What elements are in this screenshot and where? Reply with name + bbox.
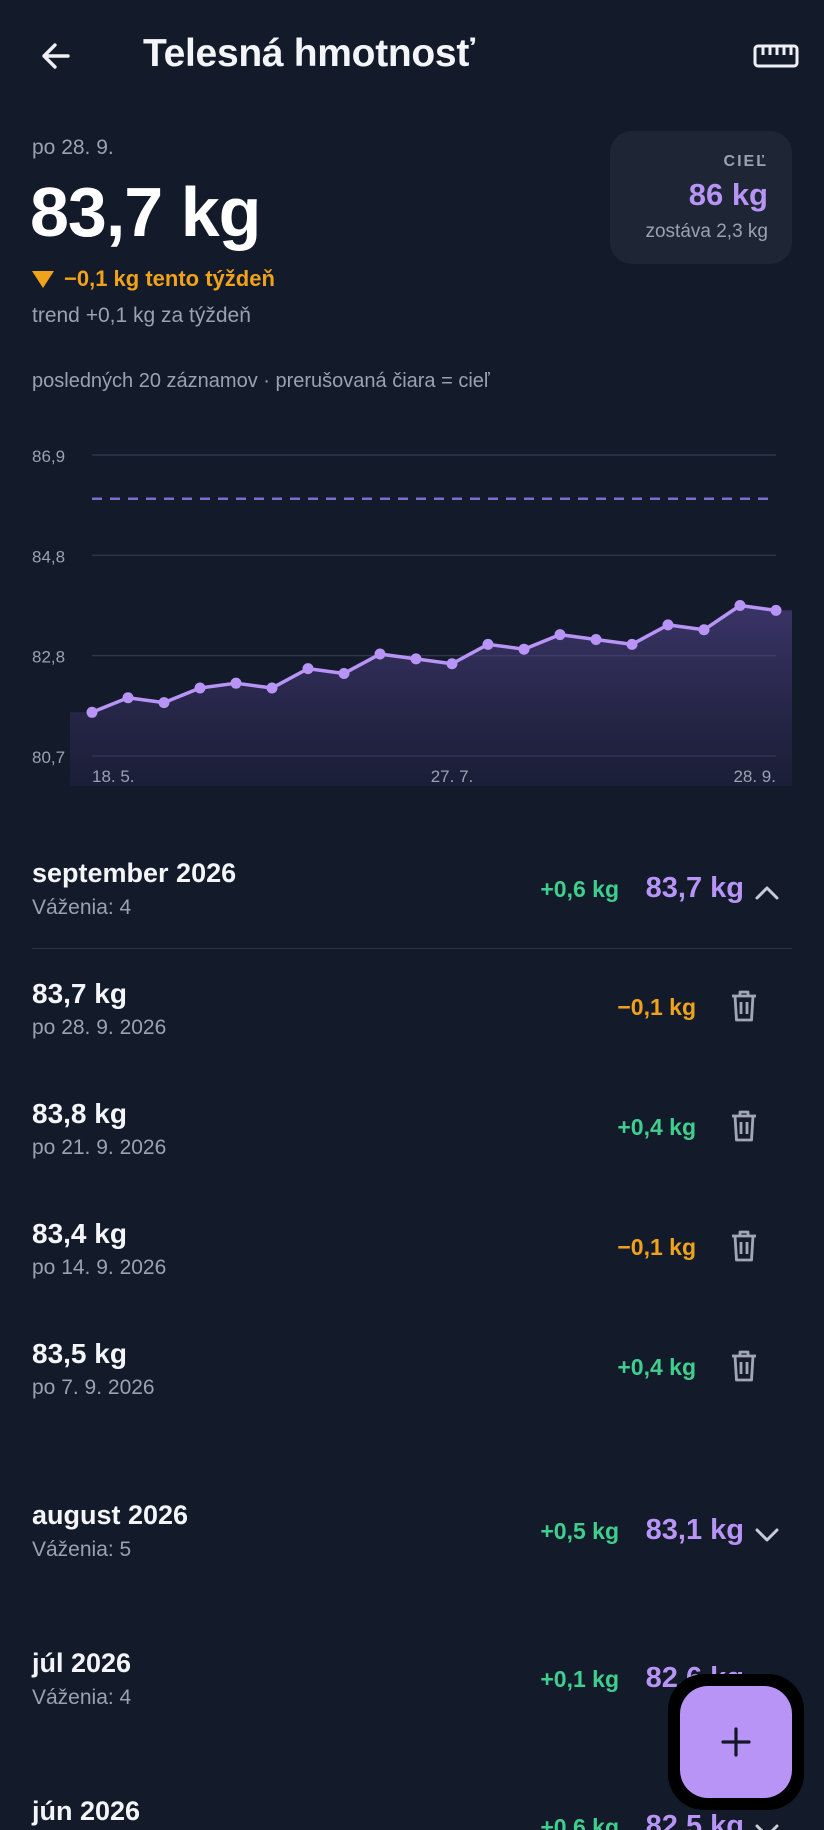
weekly-change: −0,1 kg tento týždeň [32, 266, 275, 292]
entry-delta: +0,4 kg [617, 1354, 696, 1380]
weight-entry[interactable]: 83,5 kg po 7. 9. 2026 +0,4 kg [0, 1338, 824, 1438]
units-button[interactable] [744, 32, 808, 80]
y-tick-label: 84,8 [32, 547, 65, 566]
entry-delta: −0,1 kg [617, 994, 696, 1020]
month-title: jún 2026 [32, 1796, 141, 1826]
ruler-icon [753, 44, 799, 68]
month-title: júl 2026 [32, 1648, 132, 1678]
entry-date: po 21. 9. 2026 [32, 1136, 167, 1159]
current-weight: 83,7 kg [30, 173, 261, 251]
app-bar: Telesná hmotnosť [0, 0, 824, 112]
chart-caption: posledných 20 záznamov · prerušovaná čia… [32, 370, 490, 392]
data-point [158, 697, 170, 709]
month-header-june[interactable]: jún 2026 +0,6 kg 82,5 kg [0, 1796, 824, 1830]
weight-entry[interactable]: 83,4 kg po 14. 9. 2026 −0,1 kg [0, 1218, 824, 1318]
month-count: Váženia: 4 [32, 896, 132, 919]
goal-label: CIEĽ [723, 153, 768, 170]
data-point [230, 677, 242, 689]
chevron-down-icon[interactable] [752, 1520, 782, 1550]
data-point [122, 692, 134, 704]
data-point [698, 624, 710, 636]
back-button[interactable] [30, 30, 82, 82]
x-tick-label: 27. 7. [431, 767, 474, 786]
month-average: 83,7 kg [645, 872, 744, 904]
page-title: Telesná hmotnosť [143, 32, 475, 75]
chart-area-fill [70, 605, 792, 786]
chevron-down-icon[interactable] [752, 1816, 782, 1830]
data-point [338, 667, 350, 679]
month-average: 83,1 kg [645, 1514, 744, 1546]
plus-icon [721, 1727, 751, 1757]
entry-date: po 14. 9. 2026 [32, 1256, 167, 1279]
goal-card[interactable]: CIEĽ 86 kg zostáva 2,3 kg [610, 131, 792, 264]
month-change: +0,1 kg [540, 1666, 619, 1692]
data-point [302, 663, 314, 675]
month-count: Váženia: 4 [32, 1686, 132, 1709]
x-tick-label: 28. 9. [733, 767, 776, 786]
trash-icon[interactable] [728, 988, 760, 1024]
trash-icon[interactable] [728, 1228, 760, 1264]
data-point [662, 619, 674, 631]
weight-chart: 86,9 84,8 82,8 80,7 18. 5. 27. 7. 28. 9. [32, 447, 792, 786]
weight-entry[interactable]: 83,8 kg po 21. 9. 2026 +0,4 kg [0, 1098, 824, 1198]
trend-text: trend +0,1 kg za týždeň [32, 304, 251, 327]
x-tick-label: 18. 5. [92, 767, 135, 786]
data-point [626, 638, 638, 650]
data-point [734, 600, 746, 611]
data-point [446, 658, 458, 670]
month-change: +0,6 kg [540, 876, 619, 902]
y-tick-label: 86,9 [32, 447, 65, 466]
entry-weight: 83,5 kg [32, 1338, 127, 1369]
y-tick-label: 80,7 [32, 748, 65, 767]
arrow-left-icon [42, 43, 70, 69]
month-title: september 2026 [32, 858, 237, 888]
weekly-change-text: −0,1 kg tento týždeň [64, 266, 275, 291]
trash-icon[interactable] [728, 1108, 760, 1144]
month-change: +0,6 kg [540, 1814, 619, 1830]
triangle-down-icon [32, 270, 54, 288]
goal-value: 86 kg [688, 177, 768, 212]
data-point [518, 643, 530, 655]
chevron-up-icon[interactable] [752, 878, 782, 908]
y-tick-label: 82,8 [32, 648, 65, 667]
data-point [770, 604, 782, 616]
data-point [86, 706, 98, 718]
entry-weight: 83,7 kg [32, 978, 127, 1009]
month-header-august[interactable]: august 2026 Váženia: 5 +0,5 kg 83,1 kg [0, 1500, 824, 1580]
data-point [482, 638, 494, 650]
data-point [194, 682, 206, 694]
entry-weight: 83,8 kg [32, 1098, 127, 1129]
data-point [554, 629, 566, 641]
month-header-september[interactable]: september 2026 Váženia: 4 +0,6 kg 83,7 k… [0, 858, 824, 938]
data-point [374, 648, 386, 660]
month-change: +0,5 kg [540, 1518, 619, 1544]
entry-weight: 83,4 kg [32, 1218, 127, 1249]
month-count: Váženia: 5 [32, 1538, 132, 1561]
summary-date: po 28. 9. [32, 136, 114, 159]
trash-icon[interactable] [728, 1348, 760, 1384]
month-title: august 2026 [32, 1500, 189, 1530]
goal-remaining: zostáva 2,3 kg [645, 221, 768, 242]
month-average: 82,5 kg [645, 1810, 744, 1830]
entry-delta: +0,4 kg [617, 1114, 696, 1140]
entry-date: po 28. 9. 2026 [32, 1016, 167, 1039]
add-weight-button[interactable] [680, 1686, 792, 1798]
data-point [590, 633, 602, 645]
data-point [266, 682, 278, 694]
divider [32, 948, 792, 949]
data-point [410, 653, 422, 665]
weight-entry[interactable]: 83,7 kg po 28. 9. 2026 −0,1 kg [0, 978, 824, 1078]
entry-date: po 7. 9. 2026 [32, 1376, 155, 1399]
weight-series-line [91, 603, 777, 714]
entry-delta: −0,1 kg [617, 1234, 696, 1260]
